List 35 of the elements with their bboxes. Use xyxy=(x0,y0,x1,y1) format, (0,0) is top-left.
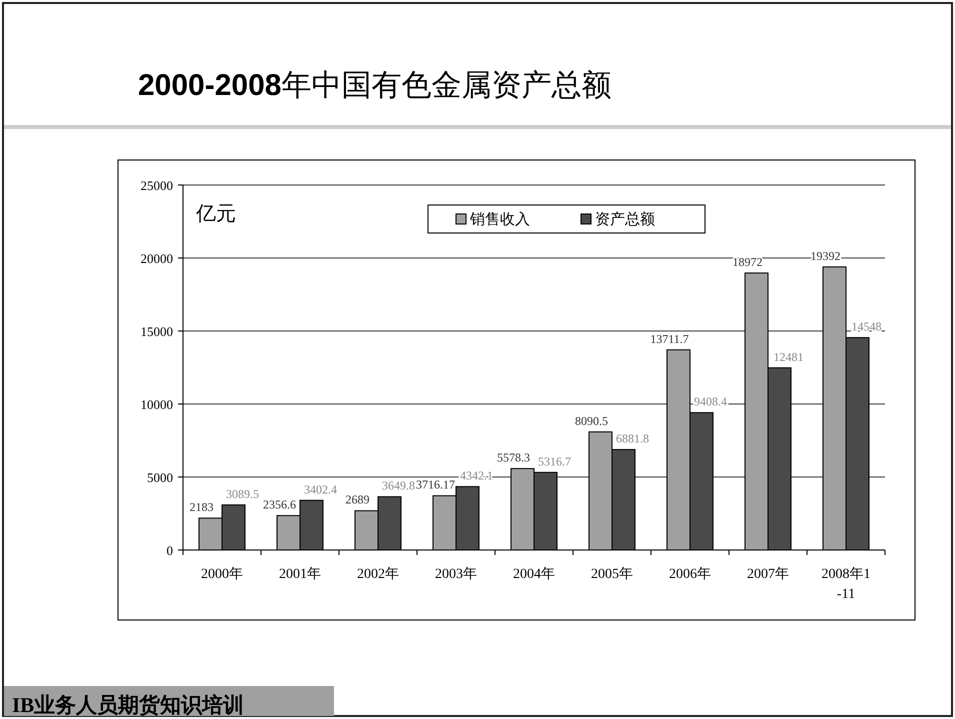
x-tick-label: 2001年 xyxy=(279,566,321,582)
data-label: 13711.7 xyxy=(650,332,689,346)
data-label: 5316.7 xyxy=(538,454,571,468)
data-label: 2689 xyxy=(346,492,370,507)
data-label: 8090.5 xyxy=(575,414,608,428)
y-tick-label: 5000 xyxy=(147,470,173,485)
y-tick-label: 0 xyxy=(166,543,173,558)
y-tick-label: 15000 xyxy=(140,324,173,339)
legend-label: 销售收入 xyxy=(469,211,530,228)
y-tick-label: 25000 xyxy=(140,178,173,193)
data-label: 14548 xyxy=(852,320,882,334)
x-tick-label: 2006年 xyxy=(669,566,711,582)
data-label: 2183 xyxy=(190,500,214,514)
data-label: 2356.6 xyxy=(263,498,296,512)
data-label: 3402.4 xyxy=(304,482,337,496)
y-tick-label: 10000 xyxy=(140,397,173,412)
data-label: 12481 xyxy=(774,350,804,364)
data-label: 3716.17 xyxy=(416,478,455,492)
x-tick-label: 2002年 xyxy=(357,566,399,582)
data-label: 6881.8 xyxy=(616,432,649,446)
y-tick-label: 20000 xyxy=(140,251,173,266)
x-tick-label: 2003年 xyxy=(435,566,477,582)
x-tick-label: 2004年 xyxy=(513,566,555,582)
y-axis-title: 亿元 xyxy=(195,203,236,225)
data-label: 3649.8 xyxy=(382,478,415,493)
legend-label: 资产总额 xyxy=(595,211,655,228)
x-tick-label: 2000年 xyxy=(201,566,243,582)
text: IB业务人员期货知识培训 xyxy=(12,693,244,717)
data-label: 5578.3 xyxy=(497,450,530,465)
data-label: 18972 xyxy=(732,255,762,270)
chart-title: 2000-2008年中国有色金属资产总额 xyxy=(138,69,612,102)
data-label: 3089.5 xyxy=(226,486,259,501)
x-tick-label: 2008年1-11 xyxy=(822,566,870,602)
x-tick-label: 2007年 xyxy=(747,566,789,582)
x-tick-label: 2005年 xyxy=(591,566,633,582)
